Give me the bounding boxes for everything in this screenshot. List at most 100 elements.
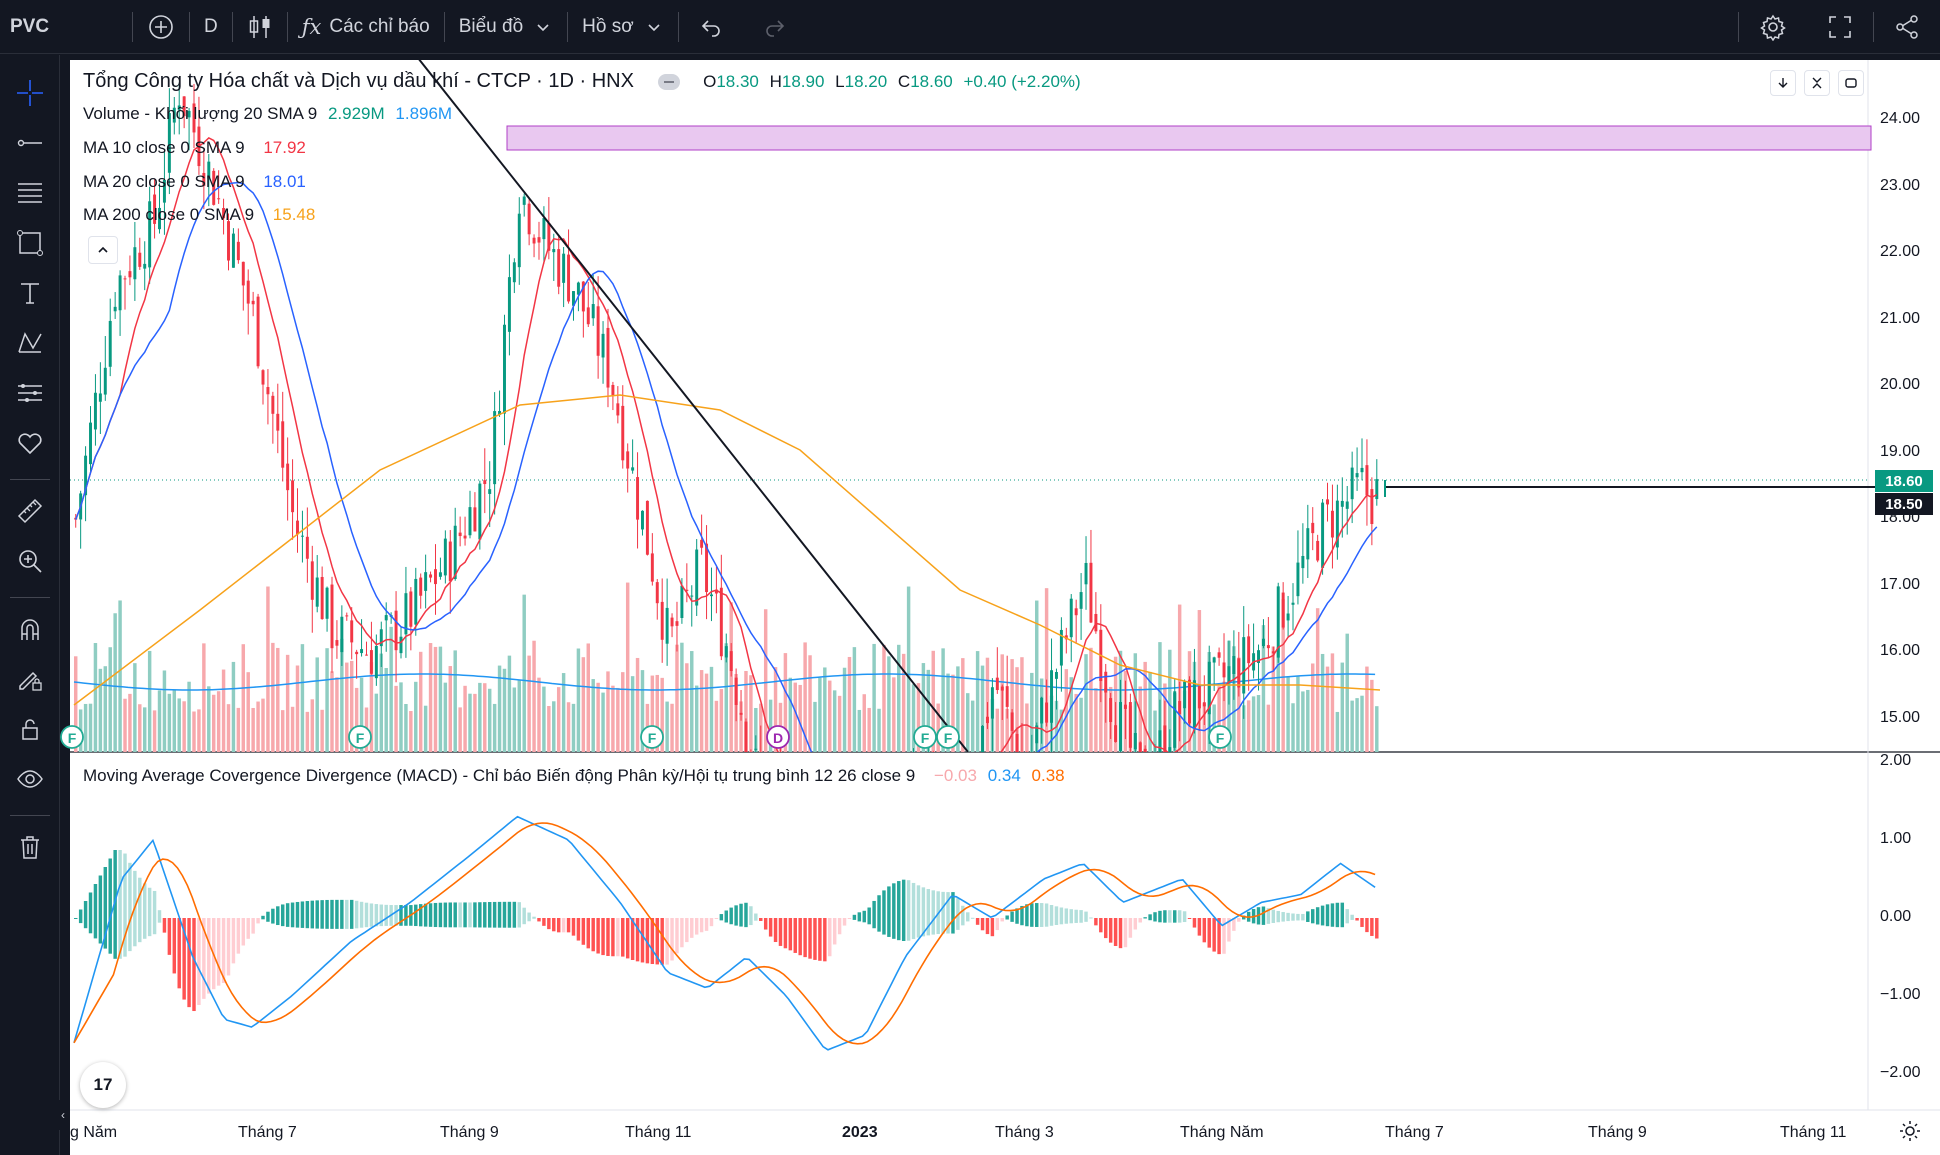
series-legend: Tổng Công ty Hóa chất và Dịch vụ dầu khí…: [83, 70, 1081, 93]
collapse-icon: [1812, 77, 1822, 89]
last-price-tag: 18.60: [1875, 470, 1933, 492]
redo-button[interactable]: [743, 0, 807, 54]
chart-layout-button[interactable]: Biểu đồ: [445, 0, 567, 54]
ma20-label: MA 20 close 0 SMA 9: [83, 172, 245, 191]
price-tick-label: 15.00: [1880, 708, 1921, 726]
chevron-up-icon: [98, 246, 108, 253]
text-tool[interactable]: [10, 273, 50, 313]
profile-label: Hồ sơ: [582, 15, 634, 37]
fullscreen-button[interactable]: [1807, 0, 1873, 54]
time-tick-label: Tháng 11: [1780, 1124, 1847, 1141]
eye-icon: [17, 770, 43, 788]
time-tick-label: Tháng 9: [440, 1124, 499, 1141]
indicators-button[interactable]: ƒx Các chỉ báo: [288, 0, 444, 54]
drawing-toolbar: [0, 55, 60, 1155]
fullscreen-icon: [1829, 15, 1851, 38]
chart-settings-button[interactable]: [1897, 1118, 1923, 1144]
time-tick-label: g Năm: [70, 1124, 118, 1141]
crosshair-tool[interactable]: [10, 73, 50, 113]
volume-legend[interactable]: Volume - Khối lượng 20 SMA 9 2.929M 1.89…: [83, 104, 452, 124]
price-tick-label: 21.00: [1880, 309, 1921, 327]
trend-line-icon: [17, 139, 42, 147]
price-tick-label: 16.00: [1880, 642, 1921, 659]
gear-icon: [1900, 1121, 1920, 1141]
share-button[interactable]: [1874, 0, 1940, 54]
time-tick-label: Tháng 3: [995, 1124, 1054, 1141]
chart-title: Tổng Công ty Hóa chất và Dịch vụ dầu khí…: [83, 70, 634, 92]
favorites-tool[interactable]: [10, 423, 50, 463]
tradingview-logo[interactable]: 17: [80, 1062, 126, 1108]
ma20-value: 18.01: [263, 172, 306, 191]
time-tick-label: Tháng 9: [1588, 1124, 1647, 1141]
low-value: 18.20: [844, 72, 888, 91]
add-symbol-button[interactable]: [133, 0, 189, 54]
macd-tick-label: 0.00: [1880, 908, 1912, 925]
ma10-label: MA 10 close 0 SMA 9: [83, 138, 245, 157]
divider: [132, 11, 133, 42]
chart-label: Biểu đồ: [458, 15, 524, 37]
symbol-search[interactable]: PVC: [10, 15, 50, 37]
profile-button[interactable]: Hồ sơ: [568, 0, 678, 54]
divider: [1738, 11, 1739, 42]
gear-icon: [1760, 14, 1786, 41]
shapes-tool[interactable]: [10, 223, 50, 263]
text-icon: [21, 283, 39, 304]
magnet-tool[interactable]: [10, 609, 50, 649]
ruler-tool[interactable]: [10, 491, 50, 531]
lock-pencil-icon: [19, 671, 42, 691]
lock-all-tool[interactable]: [10, 709, 50, 749]
legend-toggle-icon[interactable]: [657, 73, 680, 90]
divider: [10, 479, 50, 480]
divider: [567, 11, 569, 42]
collapse-legend-button[interactable]: [88, 236, 118, 264]
settings-button[interactable]: [1739, 0, 1807, 54]
price-tick-label: 24.00: [1880, 110, 1921, 127]
arrow-down-icon: [1778, 78, 1788, 88]
macd-signal-value: 0.38: [1031, 766, 1065, 785]
ma20-legend[interactable]: MA 20 close 0 SMA 9 18.01: [83, 172, 306, 192]
divider: [189, 11, 190, 42]
refresh-icon: [1845, 78, 1857, 88]
heart-icon: [18, 433, 42, 455]
remove-drawings-tool[interactable]: [10, 827, 50, 867]
macd-legend[interactable]: Moving Average Covergence Divergence (MA…: [83, 766, 1065, 786]
trash-icon: [21, 836, 39, 859]
hide-drawings-tool[interactable]: [10, 759, 50, 799]
chevron-down-icon: [537, 23, 549, 31]
zoom-tool[interactable]: [10, 541, 50, 581]
price-tick-label: 20.00: [1880, 376, 1921, 393]
candles-icon: [249, 15, 270, 38]
fib-icon: [18, 183, 42, 203]
time-tick-label: Tháng 7: [1385, 1124, 1444, 1141]
open-value: 18.30: [716, 72, 759, 91]
expand-panel-button[interactable]: ‹: [57, 1100, 69, 1130]
fib-tool[interactable]: [10, 173, 50, 213]
reset-pane-button[interactable]: [1838, 70, 1864, 96]
undo-button[interactable]: [679, 0, 743, 54]
ma10-value: 17.92: [263, 138, 306, 157]
ma200-legend[interactable]: MA 200 close 0 SMA 9 15.48: [83, 205, 315, 225]
interval-button[interactable]: D: [204, 15, 218, 37]
lock-drawing-tool[interactable]: [10, 659, 50, 699]
maximize-pane-button[interactable]: [1804, 70, 1830, 96]
chart-canvas[interactable]: [70, 60, 1940, 1155]
pattern-icon: [18, 332, 42, 353]
top-toolbar: PVC D ƒx Các chỉ báo Biểu đồ Hồ sơ: [0, 0, 1940, 54]
divider: [231, 11, 233, 42]
macd-label: Moving Average Covergence Divergence (MA…: [83, 766, 916, 785]
magnet-icon: [21, 619, 39, 640]
pattern-tool[interactable]: [10, 323, 50, 363]
divider: [10, 597, 50, 598]
volume-value: 2.929M: [327, 104, 385, 123]
scroll-down-button[interactable]: [1770, 70, 1796, 96]
chart-type-button[interactable]: [233, 0, 287, 54]
crosshair-icon: [17, 80, 43, 106]
macd-tick-label: 2.00: [1880, 752, 1912, 769]
macd-hist-value: −0.03: [933, 766, 977, 785]
ma10-legend[interactable]: MA 10 close 0 SMA 9 17.92: [83, 138, 306, 158]
shapes-icon: [17, 230, 43, 256]
trend-line-tool[interactable]: [10, 123, 50, 163]
divider: [286, 11, 288, 42]
forecast-tool[interactable]: [10, 373, 50, 413]
time-tick-label: 2023: [842, 1124, 878, 1141]
